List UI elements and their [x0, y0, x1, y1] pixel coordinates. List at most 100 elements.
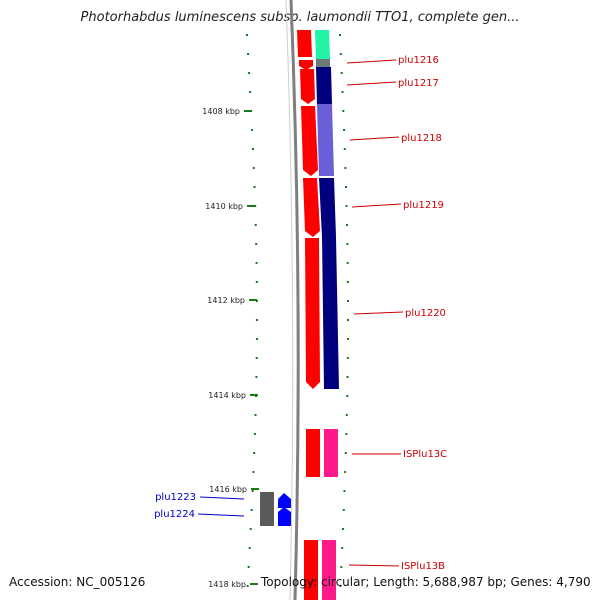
ruler-minor-tick: [345, 433, 348, 435]
forward-features: [297, 30, 320, 600]
ruler-minor-tick: [340, 72, 343, 74]
feature-plu1217-forward[interactable]: [299, 60, 313, 70]
ruler-minor-tick: [339, 585, 342, 587]
ruler-minor-tick: [246, 585, 249, 587]
label-ISPlu13C[interactable]: ISPlu13C: [403, 449, 447, 460]
ruler-minor-tick: [341, 528, 344, 530]
backbone-outer: [289, 0, 300, 600]
feature-plu1217b-forward[interactable]: [300, 69, 315, 104]
feature-plu1216-reverse[interactable]: [316, 59, 330, 67]
ruler-minor-tick: [343, 490, 346, 492]
ruler-minor-tick: [255, 281, 258, 283]
label-plu1223[interactable]: plu1223: [155, 492, 196, 503]
feature-plu1217-reverse[interactable]: [316, 67, 332, 104]
ruler-minor-tick: [342, 509, 345, 511]
ruler-minor-tick: [248, 547, 251, 549]
ruler-minor-tick: [340, 566, 343, 568]
ruler-minor-tick: [339, 34, 341, 36]
ruler-minor-tick: [341, 91, 344, 93]
feature-ISPlu13B-forward[interactable]: [304, 540, 318, 600]
ruler-minor-tick: [255, 376, 258, 378]
ruler-minor-tick: [344, 167, 347, 169]
map-title: Photorhabdus luminescens subsp. laumondi…: [80, 10, 520, 25]
label-plu1217[interactable]: plu1217: [398, 78, 439, 89]
ruler-minor-tick: [246, 34, 248, 36]
ruler-tick-label: 1414 kbp: [208, 391, 246, 400]
reverse-features: [315, 30, 339, 600]
ruler-minor-tick: [345, 186, 348, 188]
feature-ISPlu13C-reverse[interactable]: [324, 429, 338, 477]
accession-text: Accession: NC_005126: [9, 575, 146, 589]
feature-plu1224-upper[interactable]: [278, 493, 291, 508]
feature-ISPlu13C-forward[interactable]: [306, 429, 320, 477]
ruler-minor-tick: [344, 452, 347, 454]
ruler-minor-tick: [345, 224, 348, 226]
ruler-minor-tick: [346, 243, 349, 245]
ruler-minor-tick: [345, 414, 348, 416]
ruler-minor-tick: [346, 357, 349, 359]
ruler-minor-tick: [254, 414, 257, 416]
ruler-minor-tick: [253, 433, 256, 435]
backbone-inner: [285, 0, 294, 600]
feature-plu1219-forward[interactable]: [303, 178, 320, 237]
genome-summary-text: Topology: circular; Length: 5,688,987 bp…: [261, 575, 591, 589]
feature-plu1220-reverse[interactable]: [322, 237, 339, 389]
ruler-minor-tick: [251, 490, 254, 492]
ruler-tick-label: 1416 kbp: [209, 485, 247, 494]
ruler-minor-tick: [346, 281, 349, 283]
ruler-minor-tick: [247, 566, 250, 568]
label-ISPlu13B[interactable]: ISPlu13B: [401, 561, 445, 572]
ruler-minor-tick: [345, 205, 348, 207]
ruler-major-ticks: 1408 kbp 1410 kbp 1412 kbp 1414 kbp 1416 kbp…: [202, 107, 259, 589]
ruler-minor-tick: [247, 53, 250, 55]
label-plu1219[interactable]: plu1219: [403, 200, 444, 211]
label-plu1218[interactable]: plu1218: [401, 133, 442, 144]
ruler-tick-label: 1412 kbp: [207, 296, 245, 305]
ruler-minor-tick: [346, 319, 349, 321]
label-plu1216[interactable]: plu1216: [398, 55, 439, 66]
ruler-minor-tick: [252, 167, 255, 169]
feature-plu1216-forward[interactable]: [297, 30, 312, 57]
ruler-minor-tick: [251, 148, 254, 150]
ruler-minor-tick: [342, 110, 345, 112]
feature-plu1220-forward[interactable]: [305, 238, 320, 389]
ruler-minor-tick: [343, 129, 346, 131]
feature-ISPlu13B-reverse[interactable]: [322, 540, 336, 600]
ruler-minor-tick: [248, 72, 251, 74]
ruler-minor-tick: [346, 395, 349, 397]
ruler-minor-tick: [346, 376, 349, 378]
gene-labels: plu1216 plu1217 plu1218 plu1219 plu1220 …: [154, 55, 447, 572]
ruler-tick-label: 1418 kbp: [208, 580, 246, 589]
ruler-minor-tick: [255, 357, 258, 359]
ruler-minor-tick: [254, 224, 257, 226]
ruler-minor-tick: [253, 452, 256, 454]
feature-rna[interactable]: [315, 30, 330, 59]
feature-plu1219-reverse[interactable]: [319, 178, 336, 237]
ruler-minor-tick: [251, 129, 254, 131]
ruler-tick-label: 1408 kbp: [202, 107, 240, 116]
ruler-minor-tick: [255, 243, 258, 245]
feature-plu1224-lower[interactable]: [278, 507, 291, 526]
feature-plu1218-reverse[interactable]: [317, 104, 334, 176]
ruler-minor-tick: [252, 471, 255, 473]
ruler-minor-tick: [249, 528, 252, 530]
ruler-minor-tick: [254, 205, 257, 207]
feature-plu1223[interactable]: [260, 492, 274, 526]
ruler-minor-tick: [343, 148, 346, 150]
ruler-minor-tick: [346, 300, 349, 302]
ruler-tick-label: 1410 kbp: [205, 202, 243, 211]
ruler-minor-tick: [253, 186, 256, 188]
ruler-minor-tick: [255, 319, 258, 321]
ruler-minor-tick: [344, 471, 347, 473]
ruler-minor-tick: [250, 509, 253, 511]
label-plu1224[interactable]: plu1224: [154, 509, 195, 520]
ruler-minor-tick: [346, 262, 349, 264]
ruler-minor-tick: [346, 338, 349, 340]
label-plu1220[interactable]: plu1220: [405, 308, 446, 319]
feature-plu1218-forward[interactable]: [301, 106, 318, 176]
ruler-minor-tick: [341, 547, 344, 549]
label-connectors: [197, 59, 404, 567]
ruler-minor-tick: [255, 338, 258, 340]
